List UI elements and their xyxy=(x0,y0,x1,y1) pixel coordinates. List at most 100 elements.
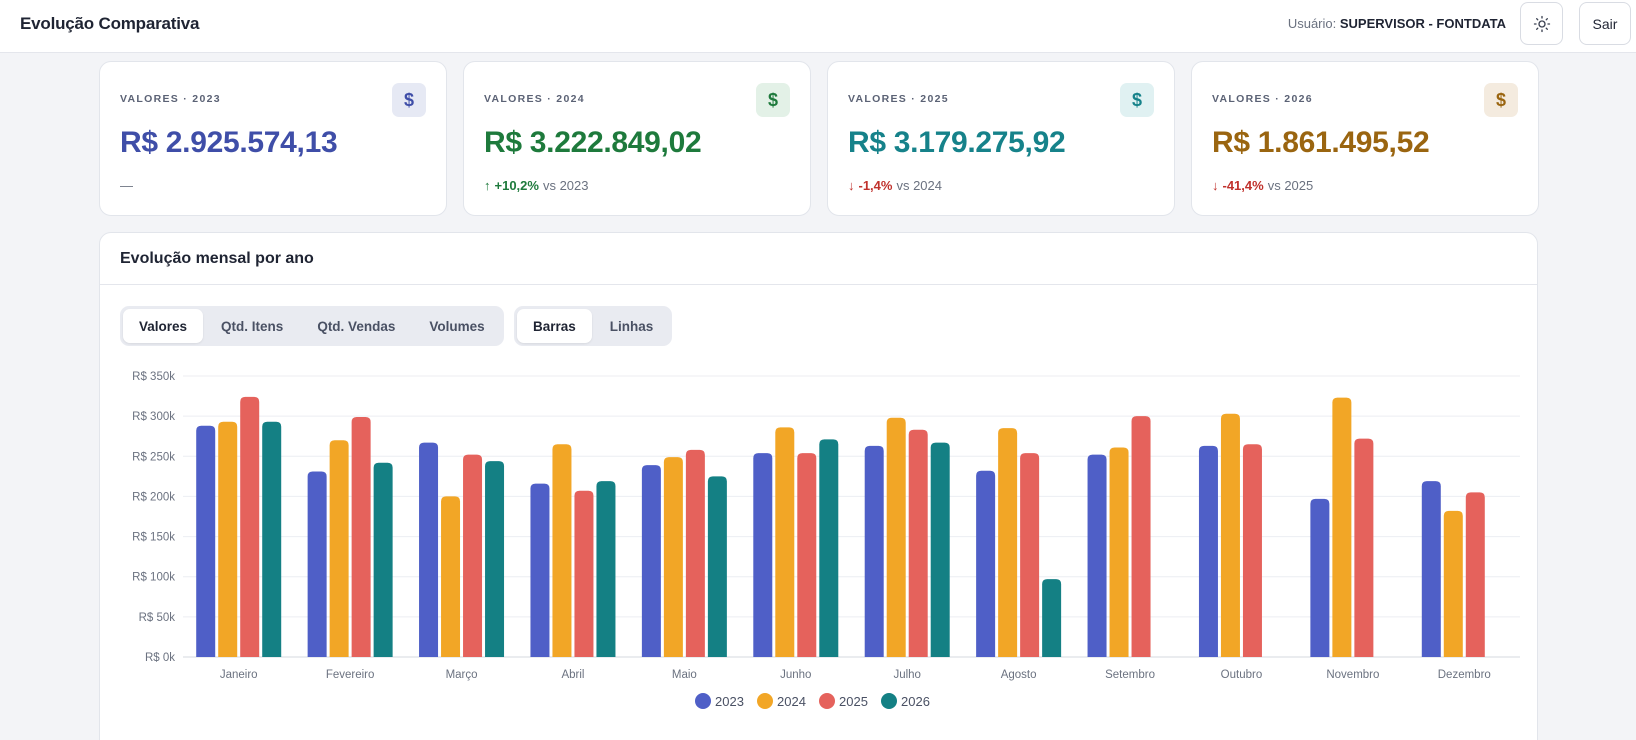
legend-swatch xyxy=(881,693,897,709)
bar-2024-maio xyxy=(663,457,683,657)
legend-item-2024: 2024 xyxy=(757,693,806,709)
bar-2023-março xyxy=(419,442,439,657)
bar-2026-fevereiro xyxy=(373,462,393,657)
y-tick-label: R$ 0k xyxy=(145,652,175,664)
kpi-value: R$ 2.925.574,13 xyxy=(120,126,338,159)
chart-type-tabs: Barras Linhas xyxy=(514,306,673,346)
dollar-icon: $ xyxy=(392,83,426,117)
dollar-icon: $ xyxy=(1484,83,1518,117)
bar-2023-junho xyxy=(753,453,773,657)
bar-2026-agosto xyxy=(1042,579,1062,657)
x-tick-label: Janeiro xyxy=(220,669,258,681)
x-tick-label: Junho xyxy=(780,669,811,681)
tab-volumes[interactable]: Volumes xyxy=(429,318,485,334)
bar-2023-dezembro xyxy=(1421,481,1441,657)
y-tick-label: R$ 300k xyxy=(132,411,175,423)
kpi-value: R$ 3.222.849,02 xyxy=(484,126,702,159)
bar-2025-dezembro xyxy=(1465,492,1485,657)
bar-2023-julho xyxy=(864,445,884,657)
bar-2024-novembro xyxy=(1332,397,1352,657)
legend-label: 2025 xyxy=(839,694,868,709)
kpi-value: R$ 1.861.495,52 xyxy=(1212,126,1430,159)
bar-2025-abril xyxy=(574,490,594,657)
y-tick-label: R$ 150k xyxy=(132,532,175,544)
x-tick-label: Outubro xyxy=(1221,669,1263,681)
kpi-value: R$ 3.179.275,92 xyxy=(848,126,1066,159)
x-tick-label: Março xyxy=(446,669,478,681)
kpi-delta-vs: vs 2025 xyxy=(1267,178,1314,193)
kpi-delta-text: — xyxy=(120,178,133,193)
legend-swatch xyxy=(819,693,835,709)
bar-2026-março xyxy=(485,461,505,657)
kpi-card-2026: VALORES · 2026 $ R$ 1.861.495,52 ↓ -41,4… xyxy=(1191,61,1539,216)
bar-2026-abril xyxy=(596,481,616,657)
kpi-delta: ↑ +10,2% vs 2023 xyxy=(484,178,589,193)
metric-tabs: Valores Qtd. Itens Qtd. Vendas Volumes xyxy=(120,306,504,346)
y-tick-label: R$ 100k xyxy=(132,572,175,584)
bar-2026-maio xyxy=(707,476,727,657)
bar-2026-janeiro xyxy=(262,421,282,657)
x-tick-label: Dezembro xyxy=(1438,669,1491,681)
kpi-label: VALORES · 2023 xyxy=(120,93,221,105)
bar-2025-março xyxy=(463,454,483,657)
x-tick-label: Maio xyxy=(672,669,697,681)
x-tick-label: Abril xyxy=(561,669,584,681)
chart-card-title: Evolução mensal por ano xyxy=(120,250,314,267)
bar-2023-setembro xyxy=(1087,454,1107,657)
bar-2024-setembro xyxy=(1109,447,1129,657)
top-bar: Evolução Comparativa Usuário: SUPERVISOR… xyxy=(0,0,1636,53)
bar-2024-março xyxy=(441,496,461,657)
bar-2024-fevereiro xyxy=(329,440,349,657)
tab-valores[interactable]: Valores xyxy=(123,309,204,343)
legend-item-2023: 2023 xyxy=(695,693,744,709)
bar-2024-agosto xyxy=(998,428,1018,657)
theme-toggle-button[interactable] xyxy=(1520,2,1563,45)
app-title: Evolução Comparativa xyxy=(20,14,200,33)
bar-2026-junho xyxy=(819,439,839,657)
x-tick-label: Fevereiro xyxy=(326,669,375,681)
bar-2025-agosto xyxy=(1020,453,1040,657)
x-tick-label: Agosto xyxy=(1001,669,1037,681)
bar-2025-maio xyxy=(685,449,705,657)
bar-chart: R$ 0k R$ 50k R$ 100k R$ 150k R$ 200k R$ 250k R… xyxy=(132,371,1520,709)
tab-qtd-itens[interactable]: Qtd. Itens xyxy=(221,318,284,334)
kpi-delta: ↓ -1,4% vs 2024 xyxy=(848,178,942,193)
arrow-down-icon: ↓ xyxy=(1212,178,1219,193)
bar-2025-outubro xyxy=(1242,444,1262,657)
user-name: SUPERVISOR - FONTDATA xyxy=(1339,16,1506,31)
kpi-delta: — xyxy=(120,178,133,193)
bar-2023-maio xyxy=(641,465,661,657)
kpi-card-2025: VALORES · 2025 $ R$ 3.179.275,92 ↓ -1,4%… xyxy=(827,61,1175,216)
bar-2023-abril xyxy=(530,483,550,657)
x-tick-label: Julho xyxy=(893,669,921,681)
legend-item-2026: 2026 xyxy=(881,693,930,709)
y-tick-label: R$ 200k xyxy=(132,491,175,503)
legend-label: 2024 xyxy=(777,694,806,709)
legend-label: 2026 xyxy=(901,694,930,709)
kpi-card-2023: VALORES · 2023 $ R$ 2.925.574,13 — xyxy=(99,61,447,216)
tab-linhas[interactable]: Linhas xyxy=(609,318,654,334)
kpi-delta-vs: vs 2023 xyxy=(542,178,589,193)
chart-card: Evolução mensal por ano Valores Qtd. Ite… xyxy=(99,232,1538,740)
tab-barras[interactable]: Barras xyxy=(517,309,592,343)
user-info: Usuário: SUPERVISOR - FONTDATA xyxy=(1288,16,1506,31)
bar-2023-outubro xyxy=(1198,445,1218,657)
kpi-delta: ↓ -41,4% vs 2025 xyxy=(1212,178,1313,193)
bar-2025-novembro xyxy=(1354,438,1374,657)
sun-icon xyxy=(1533,15,1550,32)
kpi-label: VALORES · 2024 xyxy=(484,93,585,105)
arrow-up-icon: ↑ xyxy=(484,178,491,193)
bar-2024-dezembro xyxy=(1443,510,1463,657)
logout-button[interactable]: Sair xyxy=(1579,2,1631,45)
kpi-label: VALORES · 2026 xyxy=(1212,93,1313,105)
bar-2025-junho xyxy=(797,453,817,657)
legend-item-2025: 2025 xyxy=(819,693,868,709)
tab-qtd-vendas[interactable]: Qtd. Vendas xyxy=(317,318,396,334)
y-tick-label: R$ 350k xyxy=(132,371,175,383)
bar-2023-novembro xyxy=(1310,498,1330,657)
bar-2024-julho xyxy=(886,417,906,657)
legend-label: 2023 xyxy=(715,694,744,709)
arrow-down-icon: ↓ xyxy=(848,178,855,193)
bar-2025-setembro xyxy=(1131,416,1151,657)
bar-2025-fevereiro xyxy=(351,416,371,657)
